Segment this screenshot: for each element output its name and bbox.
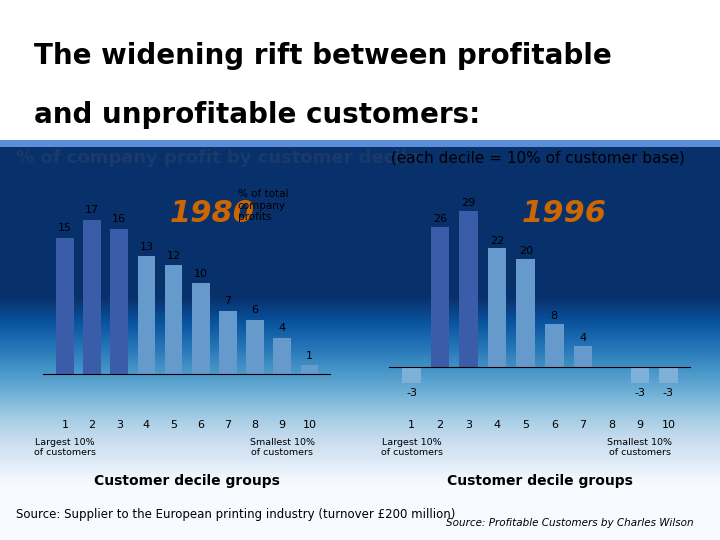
Text: Customer decile groups: Customer decile groups (94, 474, 280, 488)
Text: 15: 15 (58, 224, 72, 233)
Text: 10: 10 (194, 269, 208, 279)
Bar (301, 365, 318, 374)
Text: 4: 4 (579, 333, 586, 343)
Bar (516, 259, 535, 367)
Bar (219, 310, 237, 374)
Text: Source: Supplier to the European printing industry (turnover £200 million): Source: Supplier to the European printin… (16, 508, 455, 521)
Bar (545, 324, 564, 367)
Bar (138, 256, 156, 374)
Text: 1980: 1980 (170, 199, 255, 228)
Bar (192, 284, 210, 374)
Text: 29: 29 (462, 198, 476, 208)
Text: 1: 1 (306, 350, 313, 361)
Text: Smallest 10%
of customers: Smallest 10% of customers (608, 437, 672, 457)
Text: 26: 26 (433, 214, 447, 224)
Text: Largest 10%
of customers: Largest 10% of customers (381, 437, 443, 457)
Text: Source: Profitable Customers by Charles Wilson: Source: Profitable Customers by Charles … (446, 518, 694, 528)
Text: 12: 12 (166, 251, 181, 261)
Bar (110, 229, 128, 374)
Text: 20: 20 (518, 246, 533, 256)
Text: -3: -3 (663, 388, 674, 398)
Text: 1996: 1996 (522, 199, 607, 228)
Text: -3: -3 (406, 388, 417, 398)
Text: and unprofitable customers:: and unprofitable customers: (34, 101, 480, 129)
Text: % of total
company
profits: % of total company profits (238, 189, 288, 222)
Bar (274, 338, 291, 374)
Text: Largest 10%
of customers: Largest 10% of customers (34, 437, 96, 457)
Bar (574, 346, 592, 367)
Text: (each decile = 10% of customer base): (each decile = 10% of customer base) (386, 151, 685, 166)
Text: 13: 13 (140, 241, 153, 252)
Text: -3: -3 (634, 388, 645, 398)
Text: 16: 16 (112, 214, 126, 225)
Text: The widening rift between profitable: The widening rift between profitable (34, 42, 611, 70)
Bar (165, 265, 182, 374)
Text: Customer decile groups: Customer decile groups (447, 474, 633, 488)
Bar (459, 211, 478, 367)
Text: 6: 6 (251, 305, 258, 315)
Text: % of company profit by customer decile: % of company profit by customer decile (16, 150, 419, 167)
Bar (402, 367, 421, 383)
Bar (56, 238, 73, 374)
Text: 22: 22 (490, 235, 504, 246)
Text: 7: 7 (225, 296, 232, 306)
Bar (84, 220, 101, 374)
Bar (431, 227, 449, 367)
Bar (246, 320, 264, 374)
Text: Smallest 10%
of customers: Smallest 10% of customers (250, 437, 315, 457)
Bar (488, 248, 506, 367)
Bar (631, 367, 649, 383)
Text: 8: 8 (551, 311, 558, 321)
Bar (659, 367, 678, 383)
Text: 4: 4 (279, 323, 286, 333)
Text: 17: 17 (85, 205, 99, 215)
